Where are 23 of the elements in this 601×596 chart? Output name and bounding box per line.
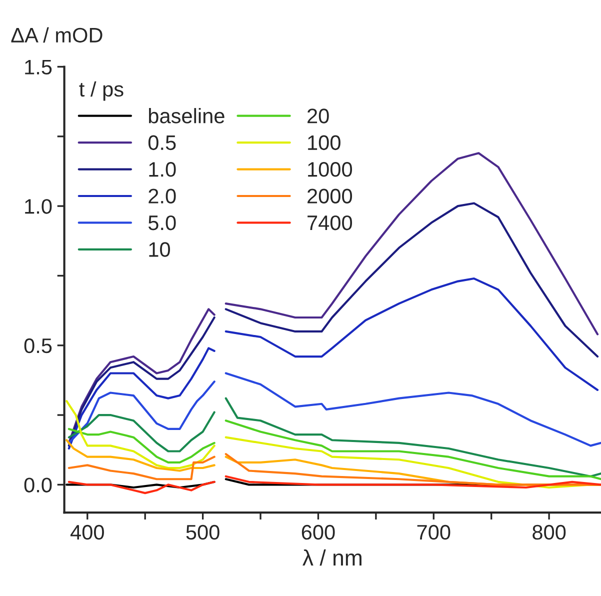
legend-label: 2.0 (148, 188, 176, 204)
legend-label: 100 (308, 135, 340, 150)
x-tick-label: 800 (532, 524, 566, 540)
legend-title: t / ps (79, 81, 124, 101)
legend-label: 1000 (308, 162, 352, 177)
x-tick-label: 400 (70, 524, 104, 540)
x-tick-label: 500 (186, 524, 220, 540)
y-tick-label: 1.0 (25, 199, 52, 214)
y-axis-title: ΔA / mOD (11, 27, 102, 43)
x-tick-label: 700 (417, 524, 450, 540)
y-tick-label: 1.5 (25, 60, 52, 75)
legend-label: 0.5 (148, 135, 176, 150)
legend-label: 7400 (308, 215, 352, 230)
y-tick-label: 0.5 (24, 338, 52, 354)
legend-label: 1.0 (149, 162, 176, 177)
y-tick-label: 0.0 (24, 478, 52, 492)
x-tick-label: 600 (302, 524, 335, 540)
legend-label: 20 (308, 108, 329, 124)
legend-label: 10 (149, 242, 170, 257)
legend-label: 2000 (308, 188, 352, 204)
legend-label: 5.0 (148, 215, 176, 230)
legend-label: baseline (148, 108, 224, 124)
x-axis-title: λ / nm (302, 549, 362, 566)
